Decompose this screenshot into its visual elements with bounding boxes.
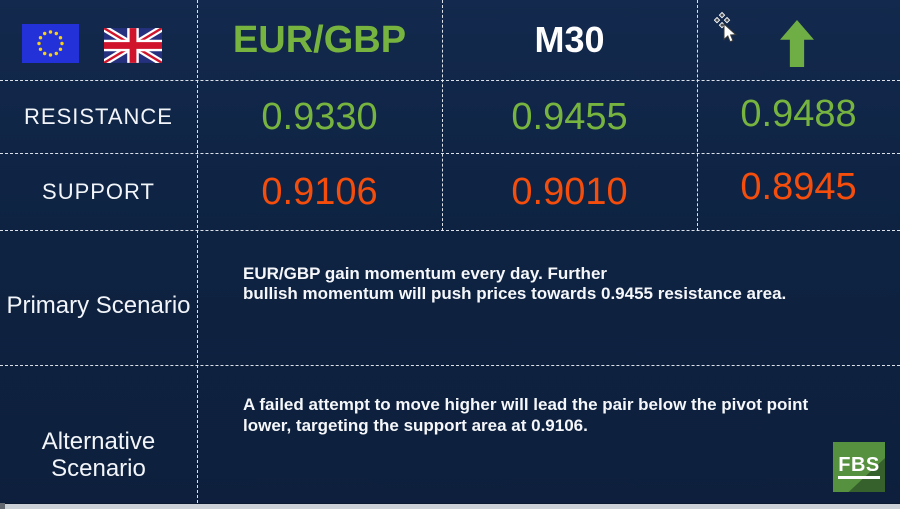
resistance-value-1: 0.9330 xyxy=(261,95,378,138)
grid-hline-resistance xyxy=(0,153,900,154)
alternative-scenario-label-line1: Alternative xyxy=(41,428,156,455)
grid-vline-2 xyxy=(442,0,443,231)
fbs-logo-text: FBS xyxy=(838,455,880,479)
support-value-1: 0.9106 xyxy=(261,170,378,213)
grid-hline-header xyxy=(0,80,900,81)
timeframe-label: M30 xyxy=(534,19,605,60)
alternative-scenario-text: A failed attempt to move higher will lea… xyxy=(243,394,873,436)
grid-hline-support xyxy=(0,230,900,231)
primary-scenario-label: Primary Scenario xyxy=(0,292,197,319)
alternative-scenario-label-line2: Scenario xyxy=(51,455,146,482)
bottom-window-strip xyxy=(0,504,900,509)
bottom-edge-line xyxy=(0,503,900,504)
alternative-scenario-label: Alternative Scenario xyxy=(0,428,197,482)
eu-flag-icon xyxy=(22,24,79,63)
primary-scenario-text-line1: EUR/GBP gain momentum every day. Further xyxy=(243,264,608,283)
fbs-logo: FBS xyxy=(833,442,885,492)
grid-vline-1 xyxy=(197,0,198,503)
resistance-row-label: RESISTANCE xyxy=(24,104,173,129)
up-arrow-icon xyxy=(780,20,814,67)
support-row-label: SUPPORT xyxy=(42,179,155,204)
resistance-value-2: 0.9455 xyxy=(511,95,628,138)
primary-scenario-label-line1: Primary Scenario xyxy=(6,292,191,319)
move-cursor-icon xyxy=(714,11,738,43)
alternative-scenario-text-line2: lower, targeting the support area at 0.9… xyxy=(243,416,588,435)
grid-hline-scenario xyxy=(0,365,900,366)
bottom-corner-chip xyxy=(0,503,5,509)
grid-vline-3 xyxy=(697,0,698,231)
alternative-scenario-text-line1: A failed attempt to move higher will lea… xyxy=(243,395,809,414)
pair-title: EUR/GBP xyxy=(232,18,407,61)
resistance-value-3: 0.9488 xyxy=(740,92,857,135)
support-value-2: 0.9010 xyxy=(511,170,628,213)
primary-scenario-text: EUR/GBP gain momentum every day. Further… xyxy=(243,264,873,304)
support-value-3: 0.8945 xyxy=(740,165,857,208)
uk-flag-icon xyxy=(104,28,162,63)
primary-scenario-text-line2: bullish momentum will push prices toward… xyxy=(243,284,787,303)
